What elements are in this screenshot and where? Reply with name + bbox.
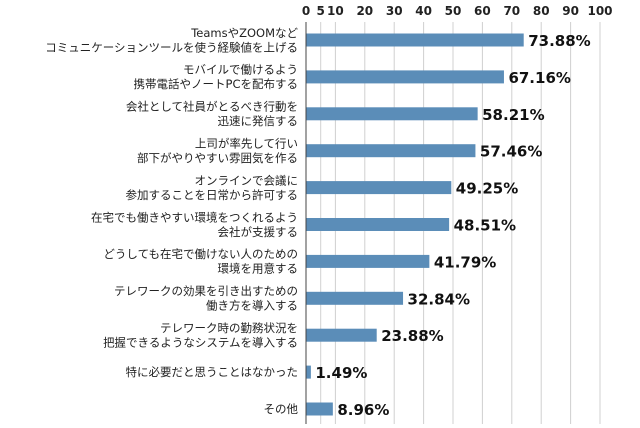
category-label: TeamsやZOOMなどコミュニケーションツールを使う経験値を上げる [45, 26, 298, 55]
value-label: 67.16% [508, 69, 570, 87]
value-label: 73.88% [528, 32, 590, 50]
category-label: テレワークの効果を引き出すための働き方を導入する [114, 284, 298, 313]
x-tick-label: 5 [317, 4, 325, 18]
x-tick-label: 50 [445, 4, 462, 18]
category-labels: TeamsやZOOMなどコミュニケーションツールを使う経験値を上げるモバイルで働… [45, 26, 298, 416]
x-tick-label: 90 [562, 4, 579, 18]
category-label: その他 [264, 402, 299, 416]
value-labels: 73.88% 67.16% 58.21% 57.46% 49.25% 48.51% 41.7… [315, 32, 590, 419]
value-label: 58.21% [482, 106, 544, 124]
value-label: 41.79% [434, 253, 496, 271]
x-tick-label: 20 [356, 4, 373, 18]
category-label: 会社として社員がとるべき行動を迅速に発信する [126, 100, 298, 129]
x-axis-ticks: 0 5 10 20 30 40 50 60 70 80 90 100 [302, 4, 613, 18]
x-tick-label: 30 [386, 4, 403, 18]
category-label: テレワーク時の勤務状況を把握できるようなシステムを導入する [103, 321, 298, 350]
bar [306, 291, 404, 305]
value-label: 8.96% [337, 401, 389, 419]
category-label: 在宅でも働きやすい環境をつくれるよう会社が支援する [91, 210, 298, 239]
bar [306, 70, 504, 84]
value-label: 23.88% [381, 327, 443, 345]
bar [306, 107, 478, 121]
category-label: どうしても在宅で働けない人のための環境を用意する [103, 247, 298, 276]
bar [306, 254, 430, 268]
category-label: 上司が率先して行い部下がやりやすい雰囲気を作る [137, 136, 298, 165]
value-label: 57.46% [480, 143, 542, 161]
x-tick-label: 100 [587, 4, 612, 18]
bar [306, 33, 524, 47]
value-label: 1.49% [315, 364, 367, 382]
x-tick-label: 60 [474, 4, 491, 18]
bar [306, 181, 452, 195]
x-tick-label: 80 [533, 4, 550, 18]
bar [306, 328, 377, 342]
value-label: 49.25% [456, 180, 518, 198]
x-tick-label: 40 [415, 4, 432, 18]
x-tick-label: 0 [302, 4, 310, 18]
category-label: 特に必要だと思うことはなかった [126, 365, 299, 379]
bar [306, 402, 333, 416]
category-label: オンラインで会議に参加することを日常から許可する [126, 173, 299, 202]
category-label: モバイルで働けるよう携帯電話やノートPCを配布する [134, 63, 298, 92]
value-label: 48.51% [454, 217, 516, 235]
x-tick-label: 10 [327, 4, 344, 18]
bar [306, 365, 311, 379]
value-label: 32.84% [408, 290, 470, 308]
bar [306, 218, 450, 231]
x-tick-label: 70 [503, 4, 520, 18]
bars [306, 33, 524, 416]
bar [306, 144, 476, 158]
